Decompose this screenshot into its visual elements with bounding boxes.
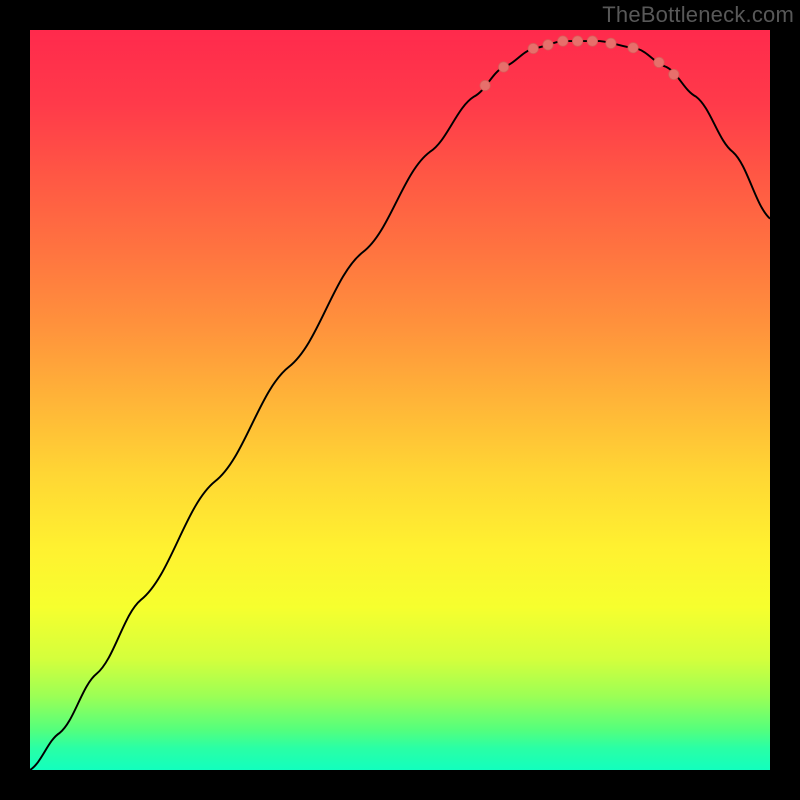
curve-svg	[30, 30, 770, 770]
curve-marker	[558, 36, 568, 46]
curve-marker	[528, 43, 538, 53]
curve-marker	[480, 80, 490, 90]
curve-marker	[572, 36, 582, 46]
plot-area	[30, 30, 770, 770]
watermark-text: TheBottleneck.com	[602, 2, 794, 28]
curve-marker	[669, 69, 679, 79]
curve-marker	[606, 38, 616, 48]
chart-container: TheBottleneck.com	[0, 0, 800, 800]
curve-marker	[654, 57, 664, 67]
curve-marker	[498, 62, 508, 72]
curve-marker	[543, 40, 553, 50]
curve-marker	[587, 36, 597, 46]
bottleneck-curve	[30, 41, 770, 770]
curve-marker	[628, 43, 638, 53]
